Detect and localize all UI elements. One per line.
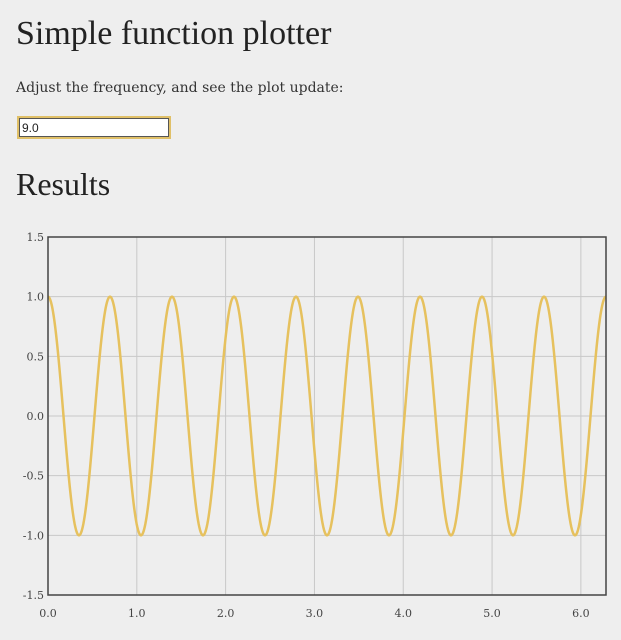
results-heading: Results xyxy=(16,166,111,202)
x-axis-ticks: 0.0 1.0 2.0 3.0 4.0 5.0 6.0 xyxy=(39,607,589,620)
y-tick-label: -1.5 xyxy=(23,589,44,602)
function-curve xyxy=(47,295,607,537)
y-tick-label: -1.0 xyxy=(23,529,44,542)
y-tick-label: -0.5 xyxy=(23,470,44,483)
y-tick-label: 1.0 xyxy=(27,291,45,304)
y-tick-label: 1.5 xyxy=(27,231,45,244)
instructions-text: Adjust the frequency, and see the plot u… xyxy=(16,80,344,96)
x-tick-label: 6.0 xyxy=(572,607,590,620)
frequency-input[interactable] xyxy=(17,116,171,139)
x-tick-label: 5.0 xyxy=(483,607,501,620)
x-tick-label: 1.0 xyxy=(128,607,146,620)
x-tick-label: 4.0 xyxy=(394,607,412,620)
x-tick-label: 3.0 xyxy=(306,607,324,620)
x-tick-label: 2.0 xyxy=(217,607,235,620)
plot-frame xyxy=(47,236,607,596)
page-title: Simple function plotter xyxy=(16,15,332,52)
y-axis-ticks: 1.5 1.0 0.5 0.0 -0.5 -1.0 -1.5 xyxy=(23,231,44,602)
y-tick-label: 0.5 xyxy=(27,350,45,363)
x-tick-label: 0.0 xyxy=(39,607,57,620)
plot-grid xyxy=(48,237,606,595)
y-tick-label: 0.0 xyxy=(27,410,45,423)
